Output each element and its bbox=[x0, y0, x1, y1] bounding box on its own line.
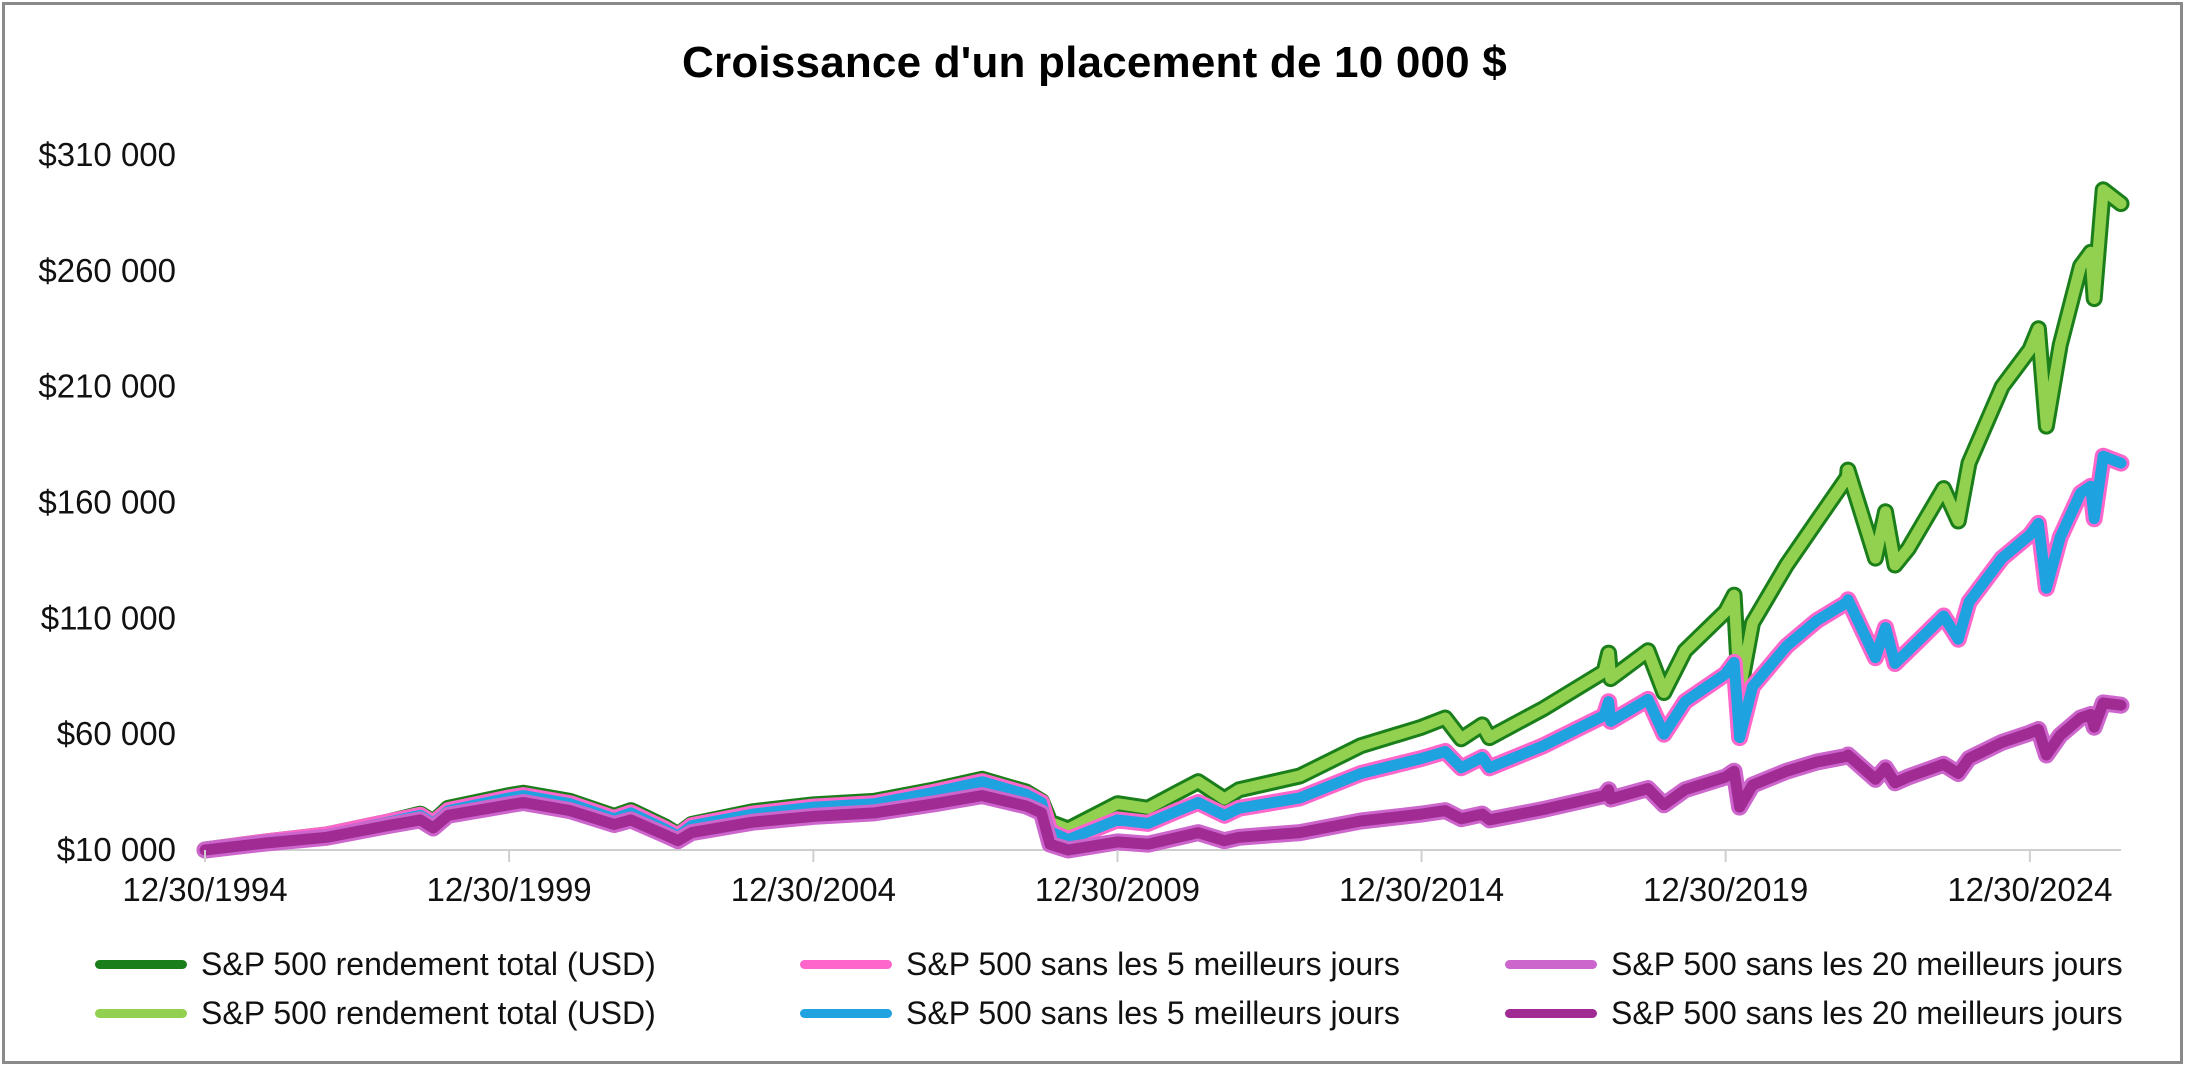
legend-label: S&P 500 sans les 5 meilleurs jours bbox=[906, 945, 1400, 982]
x-tick-label: 12/30/2019 bbox=[1643, 871, 1808, 908]
legend-5-best-days-outline: S&P 500 sans les 5 meilleurs jours bbox=[800, 943, 1400, 985]
legend-swatch bbox=[1505, 959, 1597, 969]
y-tick-label: $210 000 bbox=[38, 368, 176, 405]
legend-swatch bbox=[95, 1008, 187, 1018]
legend-label: S&P 500 sans les 20 meilleurs jours bbox=[1611, 945, 2123, 982]
legend-total-return: S&P 500 rendement total (USD) bbox=[95, 992, 656, 1034]
y-tick-label: $10 000 bbox=[57, 831, 176, 868]
legend-swatch bbox=[800, 959, 892, 969]
legend-label: S&P 500 sans les 20 meilleurs jours bbox=[1611, 994, 2123, 1031]
sp500-without-20-best-days-series-outline bbox=[196, 694, 2130, 859]
legend-label: S&P 500 rendement total (USD) bbox=[201, 994, 656, 1031]
x-tick-label: 12/30/2009 bbox=[1035, 871, 1200, 908]
x-tick-label: 12/30/1999 bbox=[427, 871, 592, 908]
x-tick-label: 12/30/2004 bbox=[731, 871, 896, 908]
x-tick-label: 12/30/2014 bbox=[1339, 871, 1504, 908]
y-tick-label: $60 000 bbox=[57, 715, 176, 752]
legend-swatch bbox=[95, 959, 187, 969]
legend-swatch bbox=[800, 1008, 892, 1018]
legend-label: S&P 500 sans les 5 meilleurs jours bbox=[906, 994, 1400, 1031]
legend-label: S&P 500 rendement total (USD) bbox=[201, 945, 656, 982]
legend-20-best-days: S&P 500 sans les 20 meilleurs jours bbox=[1505, 992, 2123, 1034]
legend-swatch bbox=[1505, 1008, 1597, 1018]
chart-title: Croissance d'un placement de 10 000 $ bbox=[682, 38, 1507, 87]
sp500-without-20-best-days-series bbox=[199, 697, 2127, 856]
y-tick-label: $160 000 bbox=[38, 484, 176, 521]
legend-20-best-days-outline: S&P 500 sans les 20 meilleurs jours bbox=[1505, 943, 2123, 985]
y-tick-label: $260 000 bbox=[38, 252, 176, 289]
legend-5-best-days: S&P 500 sans les 5 meilleurs jours bbox=[800, 992, 1400, 1034]
y-tick-label: $310 000 bbox=[38, 136, 176, 173]
tick-labels: 12/30/1994 12/30/1999 12/30/2004 12/30/2009… bbox=[38, 136, 2112, 908]
x-tick-label: 12/30/2024 bbox=[1947, 871, 2112, 908]
y-tick-label: $110 000 bbox=[41, 599, 176, 636]
series-layer bbox=[196, 181, 2130, 859]
x-tick-label: 12/30/1994 bbox=[122, 871, 287, 908]
legend-total-return-outline: S&P 500 rendement total (USD) bbox=[95, 943, 656, 985]
